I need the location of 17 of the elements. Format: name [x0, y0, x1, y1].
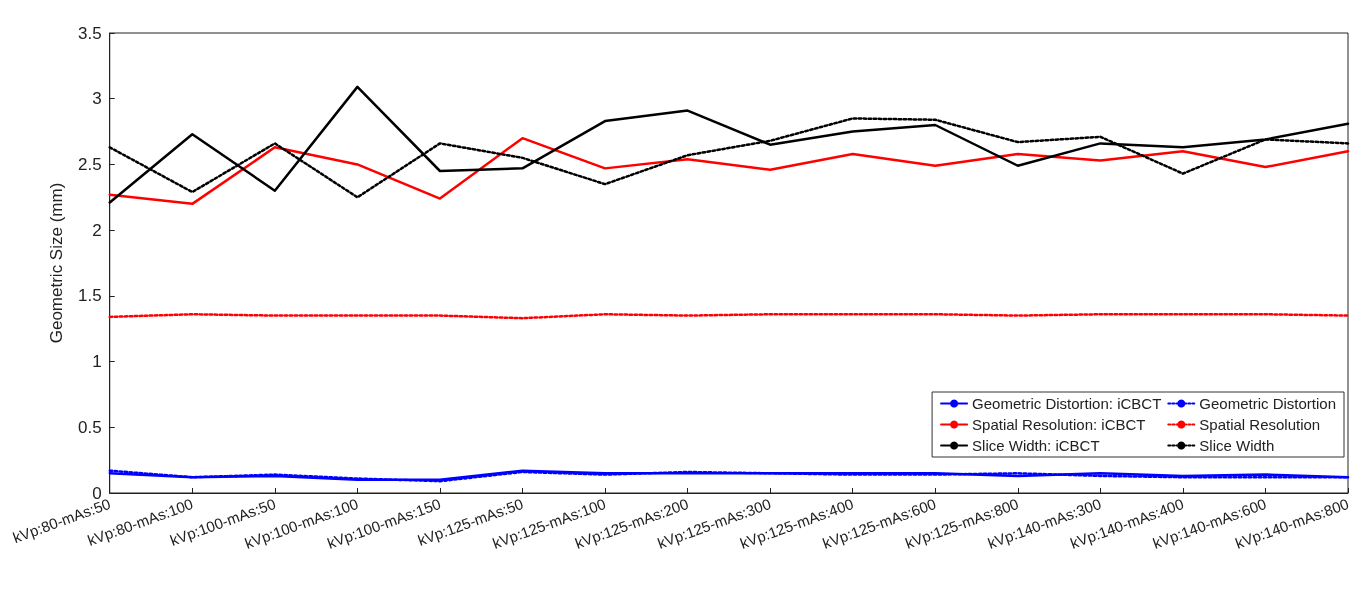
y-tick-label: 1.5: [78, 286, 102, 306]
legend-label: Spatial Resolution: [1199, 416, 1321, 433]
y-tick-label: 0: [92, 483, 102, 503]
y-axis-title: Geometric Size (mm): [46, 182, 66, 344]
line-series: [108, 136, 1350, 206]
y-tick-label: 2.5: [78, 154, 102, 174]
y-tick-label: 2: [92, 220, 102, 240]
y-tick-label: 3: [92, 89, 102, 109]
legend-label: Slice Width: iCBCT: [972, 437, 1100, 454]
legend-label: Slice Width: [1199, 437, 1275, 454]
y-tick-label: 3.5: [78, 23, 102, 43]
legend-label: Geometric Distortion: [1199, 395, 1337, 412]
y-tick-label: 0.5: [78, 417, 102, 437]
legend-label: Spatial Resolution: iCBCT: [972, 416, 1146, 433]
line-series: [108, 85, 1350, 204]
y-tick-label: 1: [92, 352, 102, 372]
legend-label: Geometric Distortion: iCBCT: [972, 395, 1162, 412]
